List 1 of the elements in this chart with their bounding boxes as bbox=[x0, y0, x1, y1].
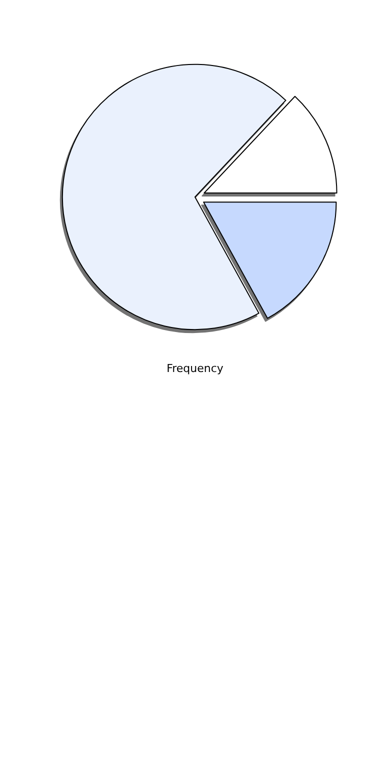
text: Frequency bbox=[166, 362, 224, 375]
